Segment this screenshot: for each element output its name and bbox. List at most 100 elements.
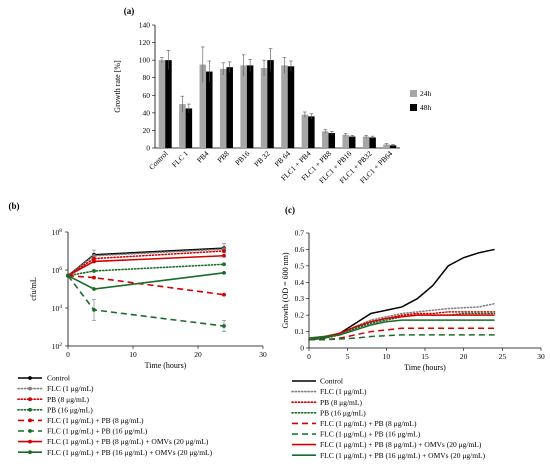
data-point: [92, 269, 96, 273]
y-tick-label: 0: [146, 144, 150, 153]
data-point: [222, 253, 226, 258]
legend-label: FLC (1 μg/mL) + PB (16 μg/mL) + OMVs (20…: [47, 448, 213, 457]
chart-b: 102 104 106 108 0 10 20 30 Time (hours) cfu/mL Con…: [17, 228, 267, 457]
y-tick-label: 80: [143, 73, 151, 82]
chart-c: 0 0.1 0.2 0.3 0.4 0.5 0.6 0.7 0 5 10 15 20 25 30 Time (…: [281, 229, 545, 460]
legend-label: FLC (1 μg/mL) + PB (8 μg/mL): [320, 419, 417, 428]
x-tick-label: Control: [147, 149, 170, 172]
x-tick-label: 0: [66, 350, 70, 359]
bar: [158, 60, 166, 149]
y-tick-label: 106: [52, 266, 63, 275]
bar: [267, 60, 274, 149]
series-line: [308, 248, 495, 341]
y-tick-label: 100: [139, 56, 151, 65]
x-tick-label: PB4: [195, 149, 211, 165]
bar: [260, 68, 268, 148]
y-tick-label: 0: [300, 344, 304, 353]
data-point: [92, 253, 96, 258]
y-axis-title: Growth (OD = 600 nm): [281, 252, 290, 328]
series-line: [67, 274, 225, 296]
series-line: [308, 314, 495, 339]
x-tick-label: 30: [537, 352, 545, 361]
chart-a: 0 20 40 60 80 100 120 140 Growth rate [%] Control…: [113, 21, 432, 186]
x-tick-label: 25: [499, 352, 507, 361]
legend-label: FLC (1 μg/mL) + PB (16 μg/mL): [320, 430, 421, 439]
y-tick-label: 0.3: [295, 294, 305, 303]
legend-marker: [28, 386, 32, 391]
x-tick-label: 10: [383, 352, 391, 361]
y-tick-label: 120: [139, 38, 151, 47]
x-tick-label: 20: [194, 350, 202, 359]
x-axis-title: Time (hours): [145, 361, 187, 370]
bar: [301, 114, 309, 148]
y-tick-label: 20: [143, 126, 151, 135]
legend-swatch: [410, 104, 417, 111]
legend-label: FLC (1 μg/mL): [47, 384, 94, 393]
y-tick-label: 0.4: [295, 278, 305, 287]
legend-marker: [28, 429, 32, 433]
bar: [369, 137, 376, 148]
data-point: [222, 324, 226, 328]
y-tick-label: 0.6: [295, 245, 305, 254]
y-axis-title: Growth rate [%]: [113, 60, 122, 113]
data-point: [222, 292, 226, 297]
data-point: [222, 270, 226, 275]
bar: [342, 134, 349, 148]
bar: [322, 131, 329, 148]
y-tick-label: 40: [143, 108, 151, 117]
legend-label: 48h: [420, 103, 432, 112]
legend-marker: [28, 376, 32, 380]
bar: [240, 65, 247, 148]
y-tick-label: 0.2: [295, 311, 305, 320]
series-line: [309, 334, 495, 341]
series-line: [67, 272, 225, 290]
series-line: [67, 263, 225, 277]
legend-label: FLC (1 μg/mL) + PB (8 μg/mL) + OMVs (20 …: [320, 440, 482, 449]
panel-label-c: (c): [285, 205, 295, 215]
data-point: [92, 308, 96, 312]
bar: [308, 116, 315, 148]
x-tick-label: 10: [129, 350, 137, 359]
series-line: [309, 327, 495, 341]
y-tick-label: 140: [139, 21, 151, 30]
bar: [246, 65, 254, 148]
y-tick-label: 0.7: [295, 229, 305, 238]
panel-label-a: (a): [124, 6, 135, 16]
bar: [226, 67, 233, 148]
bar: [287, 66, 295, 148]
legend-marker: [28, 418, 32, 423]
legend-label: PB (8 μg/mL): [47, 395, 89, 404]
legend-label: PB (16 μg/mL): [47, 405, 93, 414]
y-tick-label: 60: [143, 91, 151, 100]
x-tick-label: 30: [259, 350, 267, 359]
y-tick-label: 108: [52, 228, 63, 237]
legend-label: 24h: [420, 89, 432, 98]
legend-marker: [28, 450, 32, 455]
bar: [281, 65, 288, 148]
bar: [179, 104, 186, 148]
legend-swatch: [410, 90, 417, 97]
bar: [219, 68, 227, 148]
data-point: [92, 259, 96, 264]
y-tick-label: 104: [52, 304, 63, 313]
bar: [199, 64, 207, 148]
x-tick-label: PB8: [215, 149, 231, 165]
legend-marker: [28, 407, 32, 412]
x-tick-label: 0: [307, 352, 311, 361]
bar: [165, 60, 172, 149]
legend-label: FLC (1 μg/mL) + PB (16 μg/mL) + OMVs (20…: [320, 451, 486, 460]
legend-label: PB (8 μg/mL): [320, 398, 362, 407]
legend-label: FLC (1 μg/mL) + PB (8 μg/mL): [47, 416, 144, 425]
y-tick-label: 0.5: [295, 261, 305, 270]
bar: [328, 133, 336, 148]
data-point: [92, 256, 96, 261]
legend-label: FLC (1 μg/mL): [320, 387, 367, 396]
data-point: [66, 273, 70, 278]
bar: [348, 136, 356, 148]
legend-label: FLC (1 μg/mL) + PB (16 μg/mL): [47, 427, 148, 436]
x-tick-label: PB 32: [252, 149, 272, 169]
y-axis-title: cfu/mL: [29, 277, 38, 301]
x-tick-label: FLC 1: [170, 149, 190, 169]
legend-label: Control: [320, 377, 343, 386]
